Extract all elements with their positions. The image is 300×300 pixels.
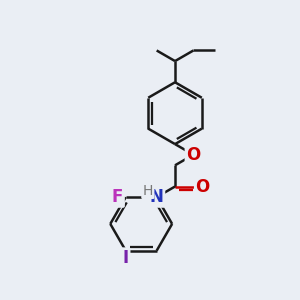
- Text: F: F: [112, 188, 123, 206]
- Text: O: O: [186, 146, 200, 164]
- Text: I: I: [123, 249, 129, 267]
- Text: O: O: [196, 178, 210, 196]
- Text: N: N: [150, 188, 164, 206]
- Text: H: H: [142, 184, 153, 198]
